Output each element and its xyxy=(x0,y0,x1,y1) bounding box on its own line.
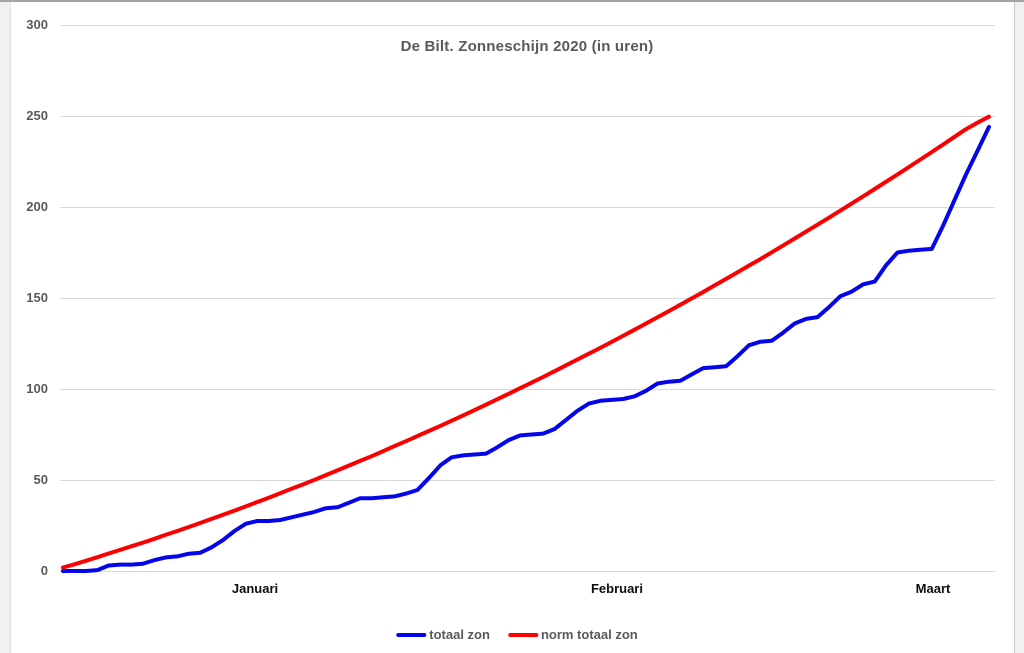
legend-label: totaal zon xyxy=(429,627,490,642)
window-top-border xyxy=(0,0,1024,2)
gridline-200 xyxy=(60,206,995,208)
gridline-150 xyxy=(60,297,995,299)
gridline-100 xyxy=(60,388,995,390)
x-axis-label-januari: Januari xyxy=(231,581,279,596)
series-line-totaal-zon[interactable] xyxy=(61,124,991,573)
x-axis-label-februari: Februari xyxy=(590,581,643,596)
y-axis-tick-label-300: 300 xyxy=(26,17,48,32)
y-axis-tick-label-150: 150 xyxy=(26,290,48,305)
legend-line-swatch-blue xyxy=(396,632,427,637)
gridline-300 xyxy=(60,24,995,26)
y-axis-tick-label-100: 100 xyxy=(26,381,48,396)
legend-label: norm totaal zon xyxy=(540,627,638,642)
chart-legend: totaal zon norm totaal zon xyxy=(396,627,638,642)
y-axis-tick-label-250: 250 xyxy=(26,108,48,123)
series-line-norm-totaal-zon[interactable] xyxy=(61,114,991,570)
y-axis-tick-label-50: 50 xyxy=(33,472,48,487)
legend-line-swatch-red xyxy=(507,632,538,637)
legend-item-totaal-zon[interactable]: totaal zon xyxy=(396,627,490,642)
y-axis-tick-label-200: 200 xyxy=(26,199,48,214)
gridline-0 xyxy=(60,570,995,572)
y-axis-tick-label-0: 0 xyxy=(40,563,48,578)
x-axis-label-maart: Maart xyxy=(915,581,951,596)
gridline-250 xyxy=(60,115,995,117)
gridline-50 xyxy=(60,479,995,481)
right-gutter xyxy=(1014,2,1024,653)
legend-item-norm-totaal-zon[interactable]: norm totaal zon xyxy=(507,627,638,642)
left-gutter xyxy=(0,2,11,653)
chart-title[interactable]: De Bilt. Zonneschijn 2020 (in uren) xyxy=(400,38,654,55)
